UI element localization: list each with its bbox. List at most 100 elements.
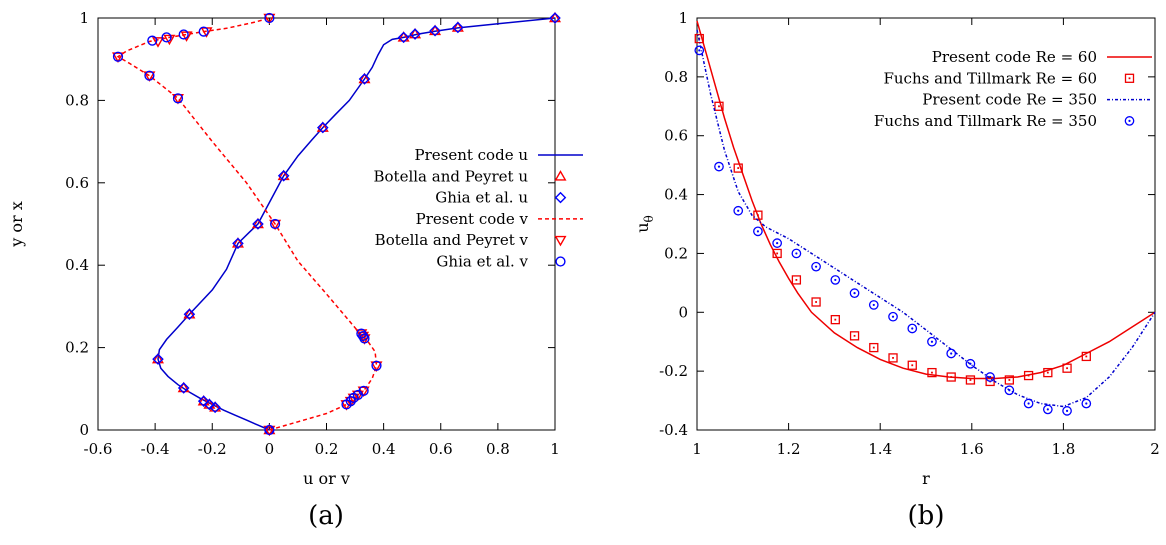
- panel-a-y-tick-label: 0.2: [65, 339, 89, 357]
- panel-b-series-1-point: [1023, 370, 1034, 381]
- panel-a: -0.6 -0.4 -0.2 0 0.2 0.4 0.6 0.8 1 0 0.2 0.4 0.6 0.8 1…: [7, 9, 583, 531]
- panel-b-legend-swatch-1: [1124, 73, 1135, 83]
- panel-a-series-1-point: [203, 398, 216, 409]
- panel-b-legend-label-1: Fuchs and Tillmark Re = 60: [883, 69, 1097, 87]
- panel-b: 1 1.2 1.4 1.6 1.8 2 -0.4 -0.2 0 0.2 0.4 0.6 0.8 1 r uθ P…: [633, 9, 1160, 531]
- panel-b-series-3-point: [888, 311, 898, 322]
- panel-a-series-1-point: [397, 31, 410, 42]
- panel-a-x-axis-label: u or v: [303, 469, 350, 488]
- panel-b-series-3-point: [772, 238, 783, 248]
- panel-b-y-axis-label-main: u: [633, 222, 652, 232]
- panel-a-series-4-point: [180, 31, 193, 42]
- panel-b-series-3-point: [907, 323, 918, 334]
- panel-b-series-1-point: [849, 331, 860, 341]
- panel-a-x-tick-label: 0.2: [315, 440, 339, 458]
- panel-a-series-3: [116, 17, 378, 431]
- panel-b-series-3-point: [714, 161, 724, 172]
- panel-b-series-3-point: [1042, 404, 1053, 415]
- panel-a-series-0-line: [157, 17, 556, 431]
- panel-a-series-2-point: [316, 121, 329, 134]
- panel-a-series-5-point: [356, 328, 367, 339]
- panel-a-series-4-point: [370, 361, 383, 372]
- panel-a-series-5-point: [264, 424, 275, 436]
- panel-b-series-1-point: [811, 297, 821, 307]
- panel-b-y-tick-label: -0.4: [659, 421, 688, 439]
- panel-a-series-0: [157, 17, 556, 431]
- panel-b-x-tick-label: 1: [692, 440, 702, 458]
- panel-a-series-5-point: [198, 26, 209, 37]
- panel-b-y-tick-label: 1: [678, 9, 688, 27]
- panel-a-x-tick-label: 0.6: [429, 440, 453, 458]
- panel-a-series-5-point: [144, 70, 155, 81]
- panel-b-series-3-point: [791, 248, 802, 259]
- panel-b-series-1-point: [1004, 375, 1015, 385]
- panel-b-series-1-point: [830, 314, 840, 325]
- panel-b-series-1-point: [791, 275, 802, 285]
- panel-b-series-3-point: [1023, 398, 1034, 409]
- panel-a-series-5-point: [264, 12, 275, 24]
- panel-b-series-3-point: [1004, 385, 1015, 396]
- panel-a-y-axis-label: y or x: [7, 201, 26, 248]
- panel-a-caption: (a): [308, 501, 344, 531]
- panel-b-series-1-point: [753, 210, 763, 220]
- panel-a-series-2-point: [152, 353, 164, 365]
- panel-a-series-4-point: [143, 71, 156, 82]
- panel-a-y-tick-label: 0.6: [65, 174, 89, 192]
- panel-a-x-tick-label: 0.8: [486, 440, 510, 458]
- panel-b-y-axis-label-subscript: θ: [642, 215, 656, 222]
- panel-b-series-1-point: [888, 353, 898, 363]
- panel-b-series-1-point: [1062, 363, 1072, 373]
- panel-a-series-2-point: [232, 237, 244, 250]
- panel-a-series-1-point: [151, 352, 164, 364]
- panel-b-series-2-line: [696, 29, 1156, 408]
- panel-b-y-tick-label: -0.2: [659, 362, 688, 380]
- panel-a-series-1-point: [231, 237, 244, 248]
- panel-b-series-2: [696, 29, 1156, 408]
- panel-a-series-1-point: [316, 121, 329, 132]
- panel-b-y-tick-label: 0.6: [664, 127, 688, 145]
- panel-a-series-4-point: [163, 34, 176, 46]
- panel-a-legend-label-1: Botella and Peyret u: [373, 167, 528, 185]
- panel-b-series-1-point: [965, 375, 976, 385]
- panel-a-series-4-point: [111, 52, 124, 63]
- panel-a-legend-swatch-4: [554, 235, 567, 247]
- panel-a-series-1-point: [177, 381, 190, 393]
- panel-b-series-3-point: [927, 336, 937, 347]
- panel-a-series-2-point: [197, 395, 210, 407]
- panel-a-x-tick-label: -0.4: [141, 440, 170, 458]
- panel-a-series-2-point: [409, 28, 421, 40]
- panel-a-series-1-point: [409, 27, 422, 39]
- panel-a-series-2-point: [252, 218, 264, 230]
- panel-a-series-5-point: [345, 396, 356, 407]
- panel-b-series-3-point: [694, 45, 705, 56]
- panel-a-series-4-point: [151, 37, 164, 48]
- panel-b-series-1-point: [1043, 367, 1053, 378]
- panel-b-series-3-point: [753, 226, 763, 237]
- panel-b-y-tick-label: 0.4: [664, 186, 688, 204]
- panel-b-legend-label-3: Fuchs and Tillmark Re = 350: [874, 112, 1097, 130]
- panel-a-series-4-point: [263, 13, 276, 25]
- panel-b-y-tick-label: 0: [678, 303, 688, 321]
- panel-b-y-tick-label: 0.8: [664, 68, 688, 86]
- panel-b-series-3-point: [965, 358, 976, 369]
- panel-b-series-3-point: [1062, 406, 1072, 416]
- panel-b-x-tick-label: 1.4: [868, 440, 892, 458]
- panel-a-series-5-point: [269, 218, 281, 230]
- panel-b-series-3-point: [733, 205, 744, 216]
- panel-a-legend-label-2: Ghia et al. u: [435, 189, 528, 207]
- panel-a-series-2-point: [429, 24, 441, 37]
- panel-b-legend-label-2: Present code Re = 350: [922, 91, 1097, 109]
- panel-b-series-3-point: [811, 261, 821, 272]
- panel-a-series-1-point: [277, 169, 290, 181]
- panel-a-series-2-point: [397, 31, 410, 44]
- panel-a-series-5-point: [178, 29, 189, 40]
- panel-a-series-1-point: [358, 72, 371, 84]
- panel-b-series-1-point: [946, 372, 956, 382]
- panel-a-legend-label-3: Present code v: [416, 210, 529, 228]
- panel-b-y-tick-label: 0.2: [664, 244, 688, 262]
- panel-b-series-3-point: [868, 300, 879, 310]
- panel-a-x-tick-label: -0.6: [84, 440, 113, 458]
- panel-a-series-4-point: [269, 219, 282, 231]
